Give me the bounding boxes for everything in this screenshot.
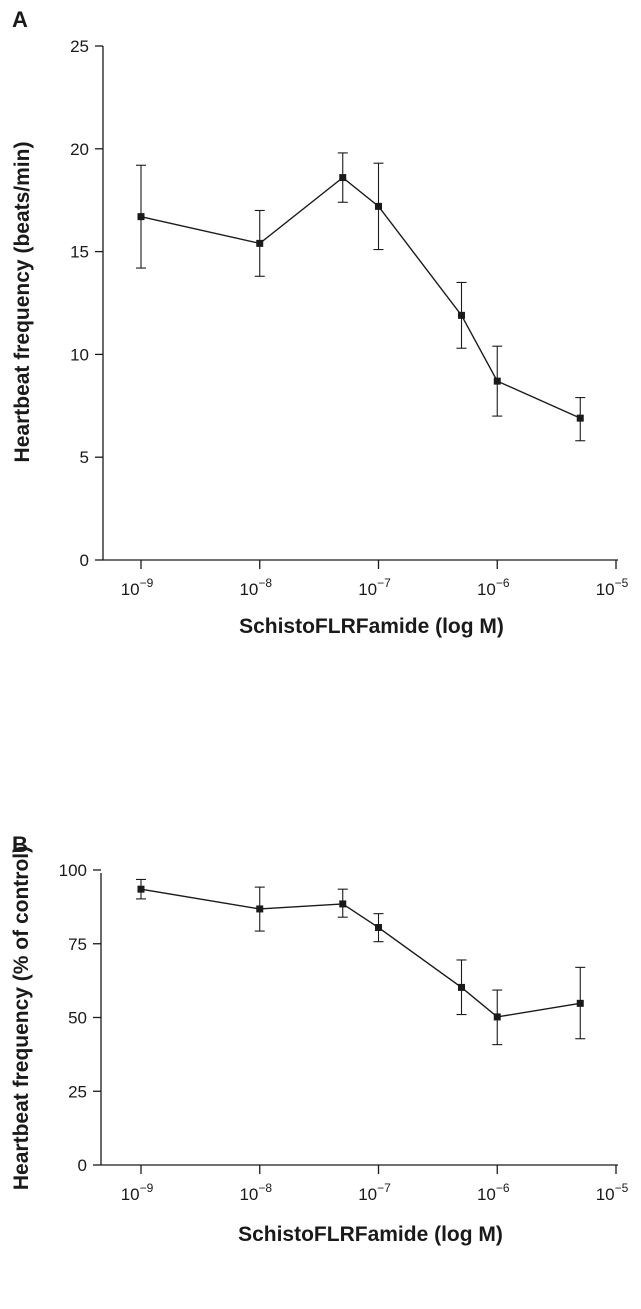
- data-point: [576, 999, 584, 1007]
- panel-letter: A: [12, 7, 28, 32]
- data-point: [375, 924, 382, 932]
- x-axis-title: SchistoFLRFamide (log M): [239, 615, 504, 638]
- x-tick-label: 10−9: [121, 1181, 154, 1204]
- y-tick-label: 75: [68, 935, 87, 954]
- y-tick-label: 50: [68, 1009, 87, 1028]
- series-line: [140, 176, 581, 419]
- data-point: [339, 900, 347, 908]
- data-point: [493, 377, 501, 385]
- chart-panel-a: A 0 5 10 15 20 25 10−9 10−8 10−7 10−6 10−5 SchistoFL…: [11, 7, 629, 638]
- data-point: [137, 885, 145, 893]
- y-tick-label: 0: [78, 1156, 87, 1175]
- x-tick-label: 10−8: [239, 1181, 272, 1204]
- y-tick-label: 15: [70, 243, 89, 262]
- data-point: [339, 174, 347, 182]
- chart-panel-b: B 0 25 50 75 100 10−9 10−8 10−7 10−6 10−5 SchistoFL…: [10, 832, 629, 1246]
- y-tick-label: 10: [70, 345, 89, 364]
- x-tick-label: 10−8: [239, 576, 272, 599]
- series-line: [140, 888, 581, 1018]
- data-point: [458, 983, 466, 991]
- y-axis-title: Heartbeat frequency (% of control): [10, 846, 33, 1190]
- y-tick-label: 25: [68, 1082, 87, 1101]
- data-point: [576, 414, 584, 422]
- panel-letter: B: [12, 832, 28, 857]
- data-point: [458, 311, 466, 319]
- y-tick-label: 100: [59, 861, 87, 880]
- x-tick-label: 10−6: [477, 576, 510, 599]
- x-tick-label: 10−9: [121, 576, 154, 599]
- data-point: [256, 239, 264, 247]
- y-tick-label: 0: [80, 551, 89, 570]
- x-tick-label: 10−6: [477, 1181, 510, 1204]
- x-tick-label: 10−7: [358, 1181, 391, 1204]
- data-point: [375, 202, 382, 210]
- data-point: [256, 905, 264, 913]
- x-tick-label: 10−7: [358, 576, 391, 599]
- y-tick-label: 25: [70, 37, 89, 56]
- data-point: [493, 1013, 501, 1021]
- data-point: [137, 213, 145, 221]
- x-axis-title: SchistoFLRFamide (log M): [238, 1223, 503, 1246]
- y-tick-label: 20: [70, 140, 89, 159]
- x-tick-label: 10−5: [596, 576, 629, 599]
- y-axis-title: Heartbeat frequency (beats/min): [11, 142, 34, 463]
- x-tick-label: 10−5: [596, 1181, 629, 1204]
- y-tick-label: 5: [80, 448, 89, 467]
